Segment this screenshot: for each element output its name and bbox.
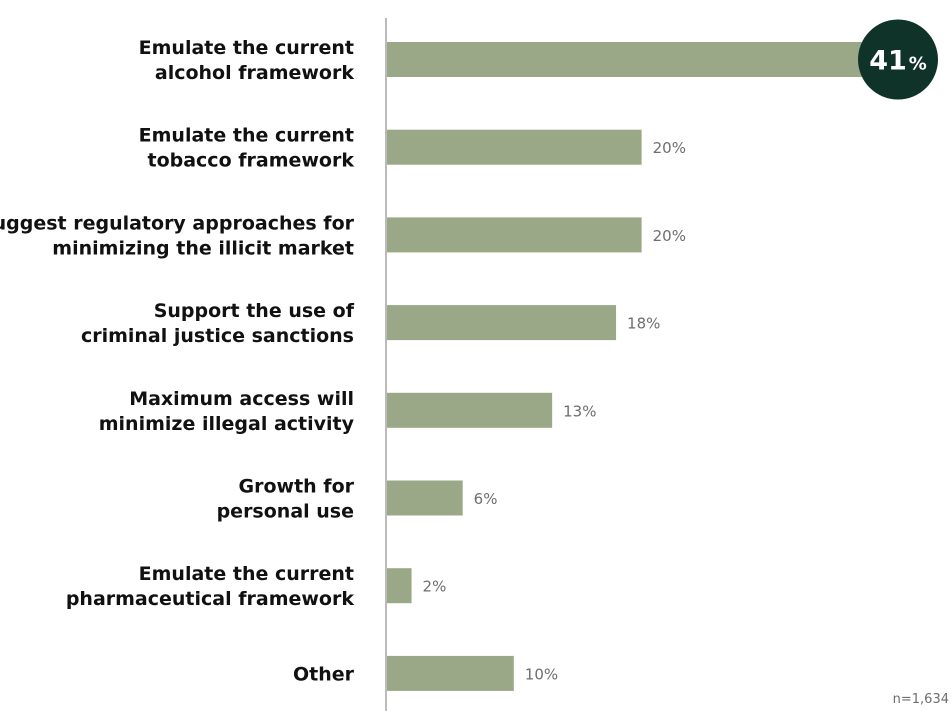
sample-size-note: n=1,634: [892, 692, 949, 707]
category-label: Other: [293, 663, 355, 685]
category-label-line: Maximum access will: [129, 388, 354, 410]
category-label: Support the use of criminal justice sanct…: [81, 300, 355, 347]
bar: [387, 568, 412, 604]
bar-row: Emulate the current alcohol framework 41%: [139, 19, 938, 100]
category-label-line: Other: [293, 663, 355, 685]
value-label: 20%: [653, 227, 686, 245]
category-label-line: tobacco framework: [147, 150, 354, 172]
category-label: Emulate the current tobacco framework: [139, 125, 355, 172]
category-label-line: criminal justice sanctions: [81, 325, 354, 347]
value-label: 20%: [653, 139, 686, 157]
value-label: 6%: [474, 490, 498, 508]
category-label-line: personal use: [217, 501, 354, 523]
bar-row: Suggest regulatory approaches for minimiz…: [0, 212, 686, 259]
value-label: 13%: [563, 402, 596, 420]
category-label-line: minimize illegal activity: [99, 413, 355, 435]
category-label-line: Suggest regulatory approaches for: [0, 212, 355, 234]
category-label-line: Emulate the current: [139, 125, 354, 147]
category-label-line: Support the use of: [154, 300, 355, 322]
bar: [387, 655, 514, 691]
value-label: 41%: [869, 46, 927, 77]
bar-row: Emulate the current tobacco framework 20%: [139, 125, 686, 172]
bar-row: Growth for personal use 6%: [217, 476, 498, 523]
category-label-line: minimizing the illicit market: [52, 237, 354, 259]
bar: [387, 129, 642, 165]
category-label-line: alcohol framework: [155, 62, 354, 84]
bar: [387, 42, 910, 77]
value-label: 18%: [627, 315, 660, 333]
category-label-line: pharmaceutical framework: [66, 588, 355, 610]
bar-row: Maximum access will minimize illegal acti…: [99, 388, 597, 435]
bar: [387, 392, 553, 428]
bar-row: Support the use of criminal justice sanct…: [81, 300, 660, 347]
category-label: Emulate the current alcohol framework: [139, 37, 355, 84]
bar: [387, 217, 642, 253]
category-label: Growth for personal use: [217, 476, 355, 523]
category-label-line: Growth for: [239, 476, 355, 498]
category-label: Suggest regulatory approaches for minimiz…: [0, 212, 355, 259]
bar: [387, 480, 463, 516]
category-label-line: Emulate the current: [139, 37, 354, 59]
bar-row: Other 10%: [293, 655, 558, 691]
bar-row: Emulate the current pharmaceutical framew…: [66, 563, 447, 610]
category-label: Maximum access will minimize illegal acti…: [99, 388, 355, 435]
bar: [387, 305, 617, 341]
highlight-value-badge: [858, 19, 938, 100]
value-label: 10%: [525, 665, 558, 683]
value-label: 2%: [423, 578, 447, 596]
category-label: Emulate the current pharmaceutical framew…: [66, 563, 355, 610]
category-label-line: Emulate the current: [139, 563, 354, 585]
